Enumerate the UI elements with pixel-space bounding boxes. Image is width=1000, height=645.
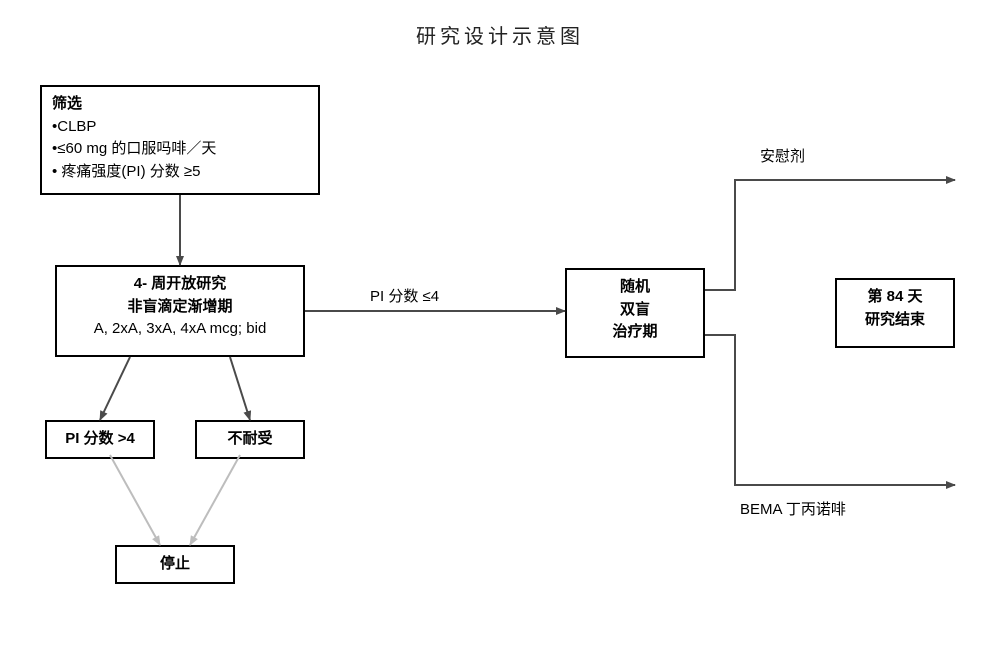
box-titration: 4- 周开放研究非盲滴定渐增期A, 2xA, 3xA, 4xA mcg; bid (55, 265, 305, 357)
box-line: 第 84 天 (847, 286, 943, 309)
box-line: 不耐受 (207, 428, 293, 451)
label-bema: BEMA 丁丙诺啡 (740, 498, 846, 519)
box-line: •≤60 mg 的口服吗啡／天 (52, 138, 308, 161)
arrow (110, 455, 160, 545)
box-pi-greater-4: PI 分数 >4 (45, 420, 155, 459)
arrow (705, 335, 955, 485)
box-line: 治疗期 (577, 321, 693, 344)
page-title: 研究设计示意图 (0, 20, 1000, 49)
box-line: 研究结束 (847, 309, 943, 332)
box-randomize: 随机双盲治疗期 (565, 268, 705, 358)
box-screening: 筛选•CLBP•≤60 mg 的口服吗啡／天• 疼痛强度(PI) 分数 ≥5 (40, 85, 320, 195)
box-line: 双盲 (577, 299, 693, 322)
box-line: 4- 周开放研究 (67, 273, 293, 296)
box-line: 筛选 (52, 93, 308, 116)
box-study-end: 第 84 天研究结束 (835, 278, 955, 348)
arrow (190, 455, 240, 545)
arrow (230, 357, 250, 420)
box-line: 停止 (127, 553, 223, 576)
box-line: 随机 (577, 276, 693, 299)
box-intolerant: 不耐受 (195, 420, 305, 459)
box-line: • 疼痛强度(PI) 分数 ≥5 (52, 161, 308, 184)
arrow (705, 180, 955, 290)
label-placebo: 安慰剂 (760, 145, 805, 166)
box-line: 非盲滴定渐增期 (67, 296, 293, 319)
box-stop: 停止 (115, 545, 235, 584)
label-pi-le4: PI 分数 ≤4 (370, 285, 439, 306)
arrow (100, 357, 130, 420)
box-line: A, 2xA, 3xA, 4xA mcg; bid (67, 318, 293, 341)
box-line: •CLBP (52, 116, 308, 139)
box-line: PI 分数 >4 (57, 428, 143, 451)
